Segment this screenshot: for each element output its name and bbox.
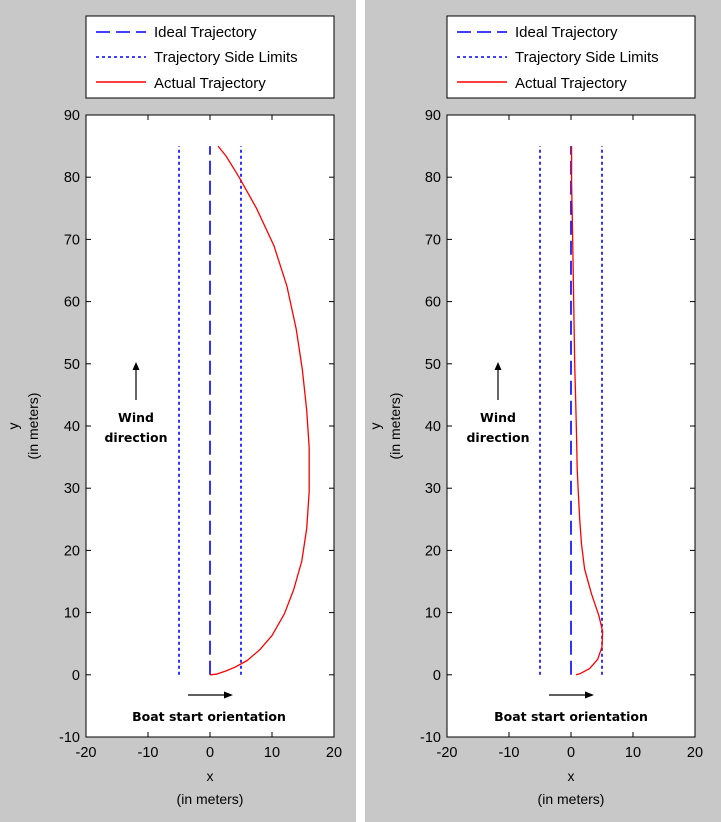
x-tick-label: -20 <box>437 745 458 761</box>
y-tick-label: 10 <box>64 606 80 622</box>
y-tick-label: 90 <box>425 108 441 124</box>
y-tick-label: 40 <box>64 419 80 435</box>
y-tick-label: 30 <box>425 481 441 497</box>
chart-panel-left: Ideal Trajectory Trajectory Side Limits … <box>0 0 356 822</box>
wind-arrow-head <box>132 362 140 370</box>
series-layer <box>178 145 310 676</box>
y-tick-label: 80 <box>425 170 441 186</box>
x-tick-label: 20 <box>326 745 342 761</box>
x-tick-label: 0 <box>567 745 575 761</box>
boat-arrow-head <box>224 691 233 699</box>
actual-trajectory-line <box>570 146 604 676</box>
y-tick-label: 50 <box>425 357 441 373</box>
legend-label-ideal: Ideal Trajectory <box>154 24 257 41</box>
y-tick-label: 70 <box>64 232 80 248</box>
y-tick-label: -10 <box>59 730 80 746</box>
y-tick-label: 60 <box>425 295 441 311</box>
chart-svg-left: Ideal Trajectory Trajectory Side Limits … <box>5 15 342 807</box>
x-tick-label: -10 <box>499 745 520 761</box>
y-tick-label: 50 <box>64 357 80 373</box>
x-axis-label: x <box>568 768 575 784</box>
y-axis-unit: (in meters) <box>25 393 41 460</box>
y-tick-label: 0 <box>72 668 80 684</box>
legend: Ideal Trajectory Trajectory Side Limits … <box>446 15 696 99</box>
y-tick-label: 90 <box>64 108 80 124</box>
wind-label-line2: direction <box>104 430 167 445</box>
legend-label-actual: Actual Trajectory <box>515 75 627 92</box>
boat-orientation-label: Boat start orientation <box>494 709 648 724</box>
wind-direction-annotation: Wind direction <box>104 362 168 445</box>
actual-trajectory-line <box>209 145 310 676</box>
wind-label-line1: Wind <box>480 410 516 425</box>
boat-orientation-label: Boat start orientation <box>132 709 286 724</box>
x-tick-label: 10 <box>625 745 641 761</box>
x-tick-label: 0 <box>206 745 214 761</box>
x-tick-label: 10 <box>264 745 280 761</box>
series-layer <box>539 146 604 676</box>
legend-label-ideal: Ideal Trajectory <box>515 24 618 41</box>
x-tick-label: -20 <box>76 745 97 761</box>
y-tick-label: 60 <box>64 295 80 311</box>
boat-orientation-annotation: Boat start orientation <box>494 691 648 724</box>
x-axis-unit: (in meters) <box>538 791 605 807</box>
y-tick-label: 20 <box>64 543 80 559</box>
y-tick-label: 80 <box>64 170 80 186</box>
y-tick-label: 20 <box>425 543 441 559</box>
y-axis-label: y <box>367 423 383 430</box>
chart-panel-right: Ideal Trajectory Trajectory Side Limits … <box>365 0 721 822</box>
wind-label-line1: Wind <box>118 410 154 425</box>
y-tick-label: 10 <box>425 606 441 622</box>
x-axis-label: x <box>207 768 214 784</box>
chart-svg-right: Ideal Trajectory Trajectory Side Limits … <box>367 15 703 807</box>
boat-arrow-head <box>585 691 594 699</box>
y-axis-unit: (in meters) <box>387 393 403 460</box>
wind-arrow-head <box>494 362 502 370</box>
legend-label-limits: Trajectory Side Limits <box>154 49 298 66</box>
y-tick-label: -10 <box>420 730 441 746</box>
legend-label-limits: Trajectory Side Limits <box>515 49 659 66</box>
wind-label-line2: direction <box>466 430 529 445</box>
y-tick-label: 40 <box>425 419 441 435</box>
panel-divider <box>357 0 364 822</box>
x-tick-label: -10 <box>138 745 159 761</box>
y-axis-label: y <box>5 423 21 430</box>
legend: Ideal Trajectory Trajectory Side Limits … <box>85 15 335 99</box>
x-axis-unit: (in meters) <box>177 791 244 807</box>
legend-label-actual: Actual Trajectory <box>154 75 266 92</box>
x-tick-label: 20 <box>687 745 703 761</box>
y-tick-label: 70 <box>425 232 441 248</box>
boat-orientation-annotation: Boat start orientation <box>132 691 286 724</box>
wind-direction-annotation: Wind direction <box>466 362 530 445</box>
y-tick-label: 0 <box>433 668 441 684</box>
y-tick-label: 30 <box>64 481 80 497</box>
